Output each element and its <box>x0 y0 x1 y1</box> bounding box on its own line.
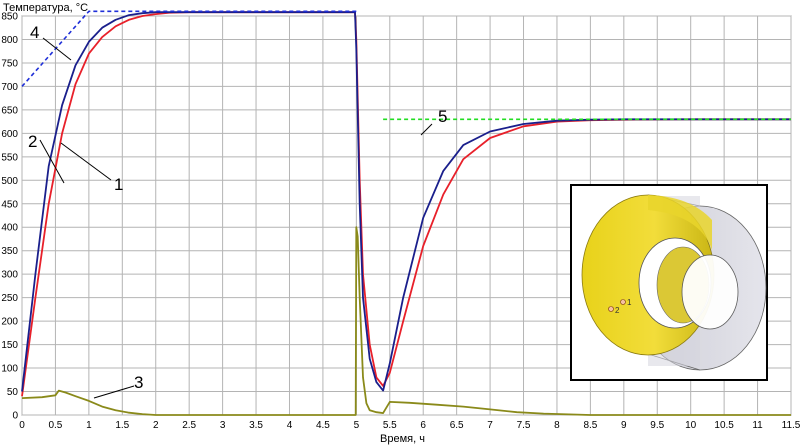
x-tick-label: 3 <box>220 420 226 431</box>
y-tick-label: 800 <box>1 35 18 46</box>
y-tick-label: 500 <box>1 176 18 187</box>
x-tick-label: 10 <box>685 420 697 431</box>
x-tick-label: 5.5 <box>383 420 397 431</box>
ring-bore-back <box>681 254 739 330</box>
x-axis-label: Время, ч <box>380 433 425 445</box>
x-tick-label: 9.5 <box>650 420 664 431</box>
callout-label-4: 4 <box>30 23 39 42</box>
callout-label-5: 5 <box>438 107 447 126</box>
callout-label-2: 2 <box>28 132 37 151</box>
y-tick-label: 50 <box>7 387 19 398</box>
callout-leader-3 <box>93 385 135 399</box>
x-tick-label: 8.5 <box>583 420 597 431</box>
thermocouple-point-2 <box>608 306 614 312</box>
x-tick-label: 10.5 <box>714 420 734 431</box>
x-tick-label: 5 <box>354 420 360 431</box>
callout-leader-4 <box>42 37 72 61</box>
y-tick-label: 750 <box>1 58 18 69</box>
series-line-3 <box>21 226 791 416</box>
y-tick-label: 650 <box>1 105 18 116</box>
y-tick-label: 850 <box>1 12 18 23</box>
ring-gold-side <box>648 195 712 250</box>
callout-leader-5 <box>420 123 433 136</box>
curve-callouts: 1 2 3 4 5 <box>28 23 447 399</box>
series-line-4 <box>21 10 357 87</box>
y-tick-label: 400 <box>1 223 18 234</box>
x-axis-ticks: 0 0.5 1 1.5 2 2.5 3 3.5 4 4.5 5 5.5 6 6.5 7 7.5 8 8.5 9 9.5… <box>19 420 800 431</box>
x-tick-label: 2 <box>153 420 159 431</box>
x-tick-label: 0 <box>19 420 25 431</box>
x-tick-label: 3.5 <box>249 420 263 431</box>
x-tick-label: 0.5 <box>48 420 62 431</box>
x-tick-label: 6.5 <box>450 420 464 431</box>
x-tick-label: 4.5 <box>316 420 330 431</box>
callout-label-1: 1 <box>114 175 123 194</box>
y-tick-label: 150 <box>1 340 18 351</box>
series-line-2 <box>21 11 791 392</box>
x-tick-label: 11 <box>752 420 763 431</box>
y-axis-label: Температура, °С <box>3 2 88 14</box>
thermocouple-label-1: 1 <box>627 298 632 307</box>
y-tick-label: 600 <box>1 129 18 140</box>
y-tick-label: 250 <box>1 293 18 304</box>
callout-label-3: 3 <box>134 373 143 392</box>
y-tick-label: 700 <box>1 82 18 93</box>
y-tick-label: 200 <box>1 317 18 328</box>
x-tick-label: 7 <box>487 420 493 431</box>
x-tick-label: 2.5 <box>182 420 196 431</box>
x-tick-label: 4 <box>287 420 293 431</box>
y-axis-ticks: 0 50 100 150 200 250 300 350 400 450 500 550 600 650 7… <box>1 12 18 422</box>
ring-specimen-inset: 1 2 <box>570 184 768 381</box>
x-tick-label: 8 <box>554 420 560 431</box>
x-tick-label: 9 <box>621 420 627 431</box>
thermocouple-point-1 <box>620 299 626 305</box>
x-tick-label: 1 <box>86 420 92 431</box>
x-tick-label: 6 <box>420 420 426 431</box>
callout-leader-1 <box>60 142 112 181</box>
y-tick-label: 0 <box>12 411 18 422</box>
callout-leader-2 <box>39 139 65 184</box>
chart-series <box>21 10 791 416</box>
thermocouple-label-2: 2 <box>615 306 620 315</box>
x-tick-label: 11.5 <box>782 420 800 431</box>
x-tick-label: 1.5 <box>115 420 129 431</box>
y-tick-label: 350 <box>1 246 18 257</box>
y-tick-label: 300 <box>1 270 18 281</box>
y-tick-label: 550 <box>1 152 18 163</box>
y-tick-label: 450 <box>1 199 18 210</box>
y-tick-label: 100 <box>1 364 18 375</box>
x-tick-label: 7.5 <box>517 420 531 431</box>
